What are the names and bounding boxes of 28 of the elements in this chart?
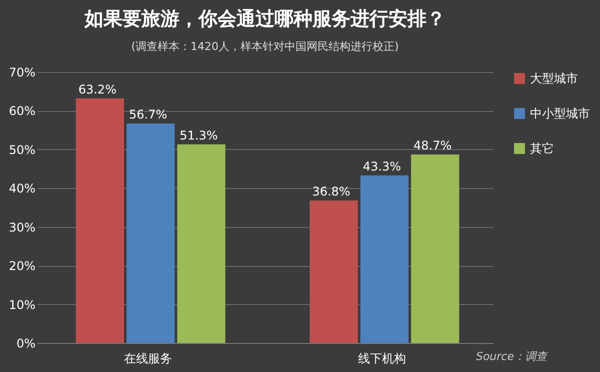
y-tick-label: 20%: [8, 259, 36, 274]
x-tick-label: 在线服务: [124, 352, 172, 366]
y-tick-label: 0%: [16, 336, 36, 350]
bar: [126, 123, 175, 343]
bar: [360, 175, 409, 343]
legend-label: 其它: [530, 142, 554, 156]
legend-label: 大型城市: [530, 72, 578, 86]
bar: [310, 200, 358, 343]
bar: [177, 144, 226, 343]
x-tick-label: 线下机构: [358, 352, 406, 366]
data-label: 36.8%: [312, 184, 350, 199]
y-tick-label: 40%: [8, 182, 36, 196]
bar: [411, 154, 460, 343]
y-tick-label: 10%: [8, 298, 36, 312]
source-note: Source：调查: [476, 350, 549, 363]
y-tick-label: 30%: [8, 220, 36, 234]
data-label: 51.3%: [180, 128, 218, 142]
chart-title: 如果要旅游，你会通过哪种服务进行安排？: [84, 8, 446, 30]
data-label: 43.3%: [362, 159, 401, 174]
y-tick-label: 70%: [8, 66, 36, 80]
data-label: 56.7%: [129, 107, 168, 122]
y-tick-label: 60%: [8, 104, 36, 118]
y-tick-label: 50%: [8, 142, 36, 157]
bar: [76, 98, 124, 343]
data-label: 48.7%: [414, 138, 452, 152]
chart-subtitle: (调查样本：1420人，样本针对中国网民结构进行校正): [131, 40, 399, 53]
data-label: 63.2%: [78, 82, 116, 96]
legend-label: 中小型城市: [530, 106, 590, 120]
